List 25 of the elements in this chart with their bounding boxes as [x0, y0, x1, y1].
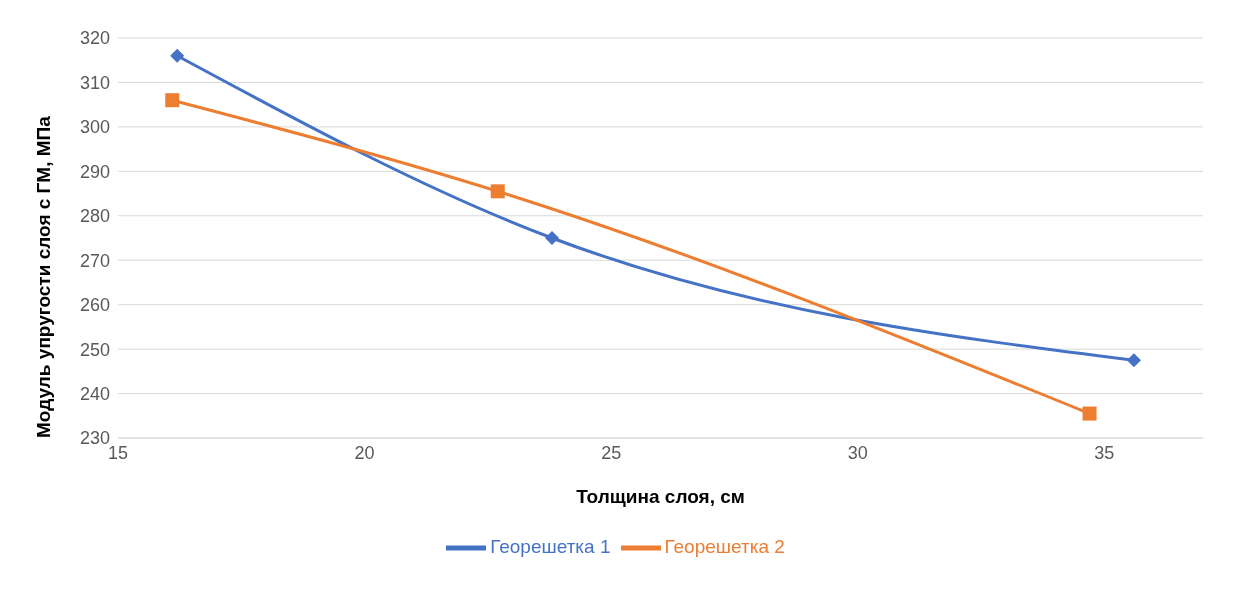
point: [165, 93, 180, 108]
y-tick-label: 290: [79, 161, 110, 182]
point: [170, 48, 185, 63]
y-tick-label: 250: [79, 339, 110, 360]
y-tick-label: 230: [79, 428, 110, 449]
y-tick-label: 280: [79, 206, 110, 227]
point: [545, 231, 559, 245]
x-tick-label: 15: [107, 442, 129, 463]
x-tick-label: 20: [354, 442, 375, 463]
legend-label: Георешетка 2: [664, 536, 785, 558]
legend-label: Георешетка 1: [490, 536, 611, 558]
x-tick-label: 35: [1094, 442, 1115, 463]
y-tick-label: 320: [79, 28, 110, 49]
x-axis-title: Толщина слоя, см: [576, 486, 745, 507]
y-tick-label: 300: [79, 117, 110, 138]
y-tick-label: 270: [79, 250, 110, 271]
y-axis-title: Модуль упругости слоя с ГМ, МПа: [32, 115, 54, 438]
x-tick-label: 30: [847, 442, 868, 463]
y-tick-label: 260: [79, 295, 110, 316]
x-tick-label: 25: [601, 442, 622, 463]
point: [490, 184, 505, 199]
y-tick-label: 240: [79, 383, 110, 404]
point: [1082, 406, 1097, 421]
y-tick-label: 310: [79, 72, 110, 93]
point: [1126, 353, 1141, 368]
